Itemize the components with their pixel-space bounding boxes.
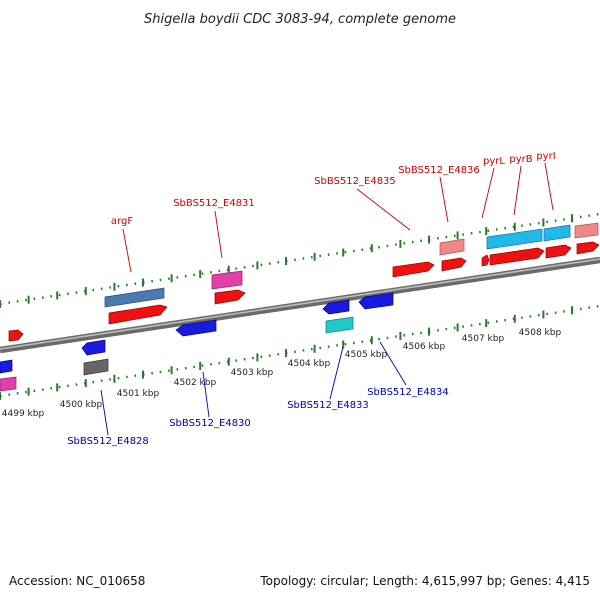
gene-arrow[interactable] xyxy=(481,254,490,267)
gene-label-pyrL[interactable]: pyrL xyxy=(483,156,505,167)
genome-summary: Topology: circular; Length: 4,615,997 bp… xyxy=(260,574,590,588)
gene-label-pyrB[interactable]: pyrB xyxy=(509,154,532,165)
axis-label: 4500 kbp xyxy=(60,400,103,410)
forward-callouts xyxy=(122,162,554,273)
gene-arrow[interactable] xyxy=(441,257,467,272)
axis-label: 4499 kbp xyxy=(2,409,45,419)
gene-box[interactable] xyxy=(0,376,17,392)
axis-label: 4507 kbp xyxy=(462,334,505,344)
gene-E4836a[interactable] xyxy=(439,238,465,256)
gene-arrow[interactable] xyxy=(0,359,13,374)
gene-arrow[interactable] xyxy=(545,244,572,259)
gene-arrow[interactable] xyxy=(214,289,246,305)
axis-label: 4501 kbp xyxy=(117,389,160,399)
gene-pyrL-bar[interactable] xyxy=(486,228,543,250)
forward-labels: argF SbBS512_E4831 SbBS512_E4835 SbBS512… xyxy=(111,151,556,227)
accession-text: Accession: NC_010658 xyxy=(9,574,146,588)
gene-label-E4833[interactable]: SbBS512_E4833 xyxy=(287,400,369,411)
gene-pyrI-bar[interactable] xyxy=(543,224,571,242)
gene-E4836b[interactable] xyxy=(574,222,599,239)
axis-label: 4506 kbp xyxy=(403,342,446,352)
axis-label: 4508 kbp xyxy=(519,328,562,338)
reverse-callouts xyxy=(100,341,407,436)
gene-arrow[interactable] xyxy=(322,299,350,315)
gene-arrow[interactable] xyxy=(489,247,545,266)
gene-arrow[interactable] xyxy=(175,319,217,337)
gene-E4833-box[interactable] xyxy=(325,316,354,334)
gene-arrow[interactable] xyxy=(576,241,600,255)
axis-label: 4503 kbp xyxy=(231,368,274,378)
gene-arrow[interactable] xyxy=(108,304,168,325)
gene-label-E4835[interactable]: SbBS512_E4835 xyxy=(314,176,396,187)
gene-arrow[interactable] xyxy=(8,329,24,342)
gene-label-argF[interactable]: argF xyxy=(111,216,133,227)
gene-E4828-box[interactable] xyxy=(83,358,109,376)
gene-label-E4828[interactable]: SbBS512_E4828 xyxy=(67,436,149,447)
axis-label: 4502 kbp xyxy=(174,378,217,388)
gene-arrow[interactable] xyxy=(358,292,394,310)
backbone xyxy=(0,256,600,354)
gene-label-E4834[interactable]: SbBS512_E4834 xyxy=(367,387,449,398)
gene-E4831a[interactable] xyxy=(211,270,243,290)
major-ticks xyxy=(0,214,573,400)
axis-label: 4505 kbp xyxy=(345,350,388,360)
axis-labels: 4499 kbp 4500 kbp 4501 kbp 4502 kbp 4503… xyxy=(2,328,562,419)
gene-arrow[interactable] xyxy=(81,339,106,356)
map-title: Shigella boydii CDC 3083-94, complete ge… xyxy=(144,12,456,27)
gene-features xyxy=(0,222,600,392)
reverse-labels: SbBS512_E4828 SbBS512_E4830 SbBS512_E483… xyxy=(67,387,449,447)
axis-label: 4504 kbp xyxy=(288,359,331,369)
gene-argF[interactable] xyxy=(104,287,165,308)
gene-arrow[interactable] xyxy=(392,261,435,278)
gene-label-E4831[interactable]: SbBS512_E4831 xyxy=(173,198,255,209)
gene-label-E4830[interactable]: SbBS512_E4830 xyxy=(169,418,251,429)
gene-label-E4836[interactable]: SbBS512_E4836 xyxy=(398,165,480,176)
gene-label-pyrI[interactable]: pyrI xyxy=(536,151,555,162)
